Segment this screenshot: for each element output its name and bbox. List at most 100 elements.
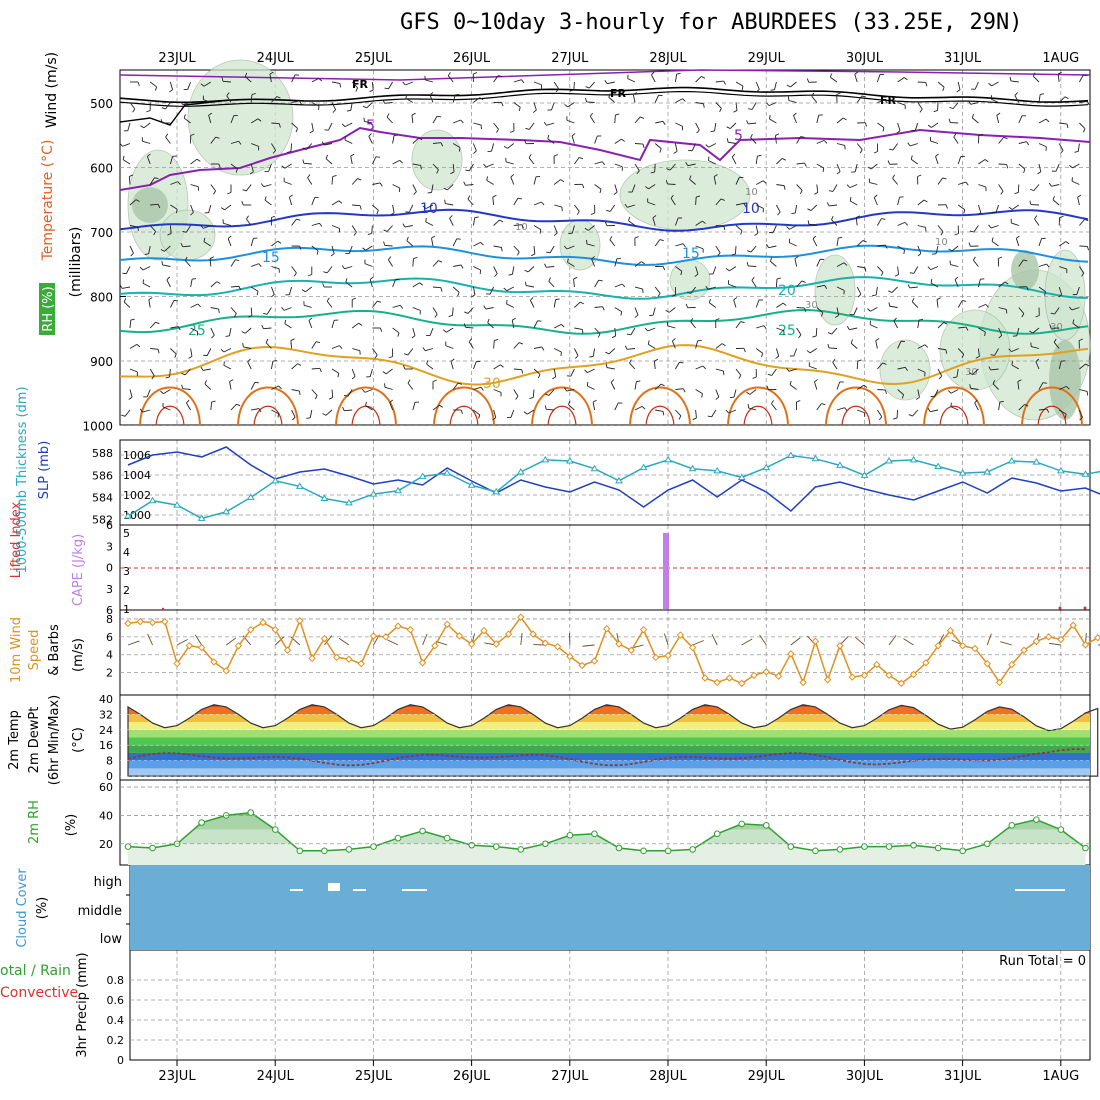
wind-barb bbox=[411, 114, 414, 124]
wind-barb-flag bbox=[857, 293, 862, 298]
wind-barb-flag bbox=[769, 257, 773, 262]
wind-barb-flag bbox=[609, 236, 613, 240]
wind-barb bbox=[816, 163, 824, 169]
temp-band bbox=[120, 695, 1090, 699]
wind-barb-flag bbox=[641, 406, 646, 410]
lifted-tick-label: 3 bbox=[106, 540, 113, 553]
rh2m-series-point bbox=[492, 843, 500, 850]
wind-barb bbox=[184, 368, 191, 376]
wind-barb-flag bbox=[183, 114, 186, 119]
wind-barb-flag bbox=[1078, 338, 1083, 341]
wind10-series-point bbox=[860, 671, 869, 680]
wind-barb bbox=[311, 102, 320, 107]
wind-barb bbox=[587, 385, 595, 390]
wind-barb bbox=[668, 307, 676, 313]
isotherm-label: 5 bbox=[366, 118, 375, 134]
wind-barb bbox=[185, 225, 191, 233]
wind-barb bbox=[897, 221, 906, 226]
wind-barb-flag bbox=[585, 86, 590, 89]
wind-barb-flag bbox=[499, 219, 504, 223]
date-label-top: 28JUL bbox=[649, 51, 687, 66]
wind-barb-flag bbox=[406, 236, 409, 241]
wind-barb bbox=[771, 403, 777, 411]
wind-barb bbox=[190, 204, 194, 213]
wind-barb bbox=[937, 177, 943, 185]
wind-barb bbox=[836, 238, 839, 247]
wind-barb bbox=[511, 266, 515, 275]
wind-barb-flag bbox=[130, 318, 135, 321]
wind-barb-flag bbox=[292, 416, 296, 421]
wind-barb bbox=[250, 307, 253, 316]
wind-barb-flag bbox=[358, 322, 363, 326]
wind-barb-flag bbox=[599, 189, 602, 194]
wind-barb bbox=[917, 225, 926, 228]
wind-barb bbox=[129, 368, 138, 373]
wind10-series-point bbox=[578, 661, 586, 670]
wind-barb bbox=[425, 204, 434, 210]
wind-barb bbox=[811, 95, 818, 103]
wind-barb-flag bbox=[399, 305, 404, 309]
wind-barb-flag bbox=[261, 324, 264, 329]
wind-barb bbox=[715, 225, 724, 227]
wind-barb-flag bbox=[786, 367, 790, 372]
wind-barb bbox=[751, 280, 757, 288]
wind-barb-flag bbox=[203, 237, 206, 242]
wind-barb bbox=[250, 238, 254, 247]
wind-barb bbox=[351, 368, 356, 377]
wind-barb-flag bbox=[284, 319, 287, 324]
wind-barb-flag bbox=[806, 78, 810, 83]
rh-legend-swatch bbox=[39, 283, 55, 335]
wind-barb bbox=[230, 285, 240, 288]
rh-shade-area bbox=[1049, 340, 1081, 420]
wind-barb-flag bbox=[538, 374, 541, 379]
wind-barb bbox=[187, 81, 192, 90]
wind-barb bbox=[291, 74, 296, 83]
thickness-tick-label: 584 bbox=[92, 491, 113, 504]
wind10-series-point bbox=[222, 667, 230, 675]
wind10-series-point bbox=[283, 646, 292, 654]
wind-barb-flag bbox=[137, 81, 140, 86]
wind-barb bbox=[850, 342, 858, 349]
wind-barb bbox=[408, 204, 414, 213]
wind-barb bbox=[776, 204, 781, 213]
wind-barb-flag bbox=[580, 301, 585, 305]
wind-barb-flag bbox=[402, 81, 406, 86]
wind-barb bbox=[567, 102, 575, 108]
wind-barb-flag bbox=[985, 304, 989, 308]
wind-barb bbox=[290, 340, 293, 349]
ylabel-rh: RH (%) bbox=[41, 286, 56, 331]
wind-barb bbox=[412, 307, 421, 311]
wind-barb-flag bbox=[200, 366, 204, 371]
wind-barb bbox=[735, 81, 744, 87]
wind-barb bbox=[165, 102, 171, 110]
wind-barb-flag bbox=[339, 345, 343, 349]
wind-barb bbox=[957, 300, 963, 308]
wind-barb bbox=[162, 264, 171, 267]
wind-barb-flag bbox=[553, 154, 558, 157]
wind-barb bbox=[129, 319, 132, 329]
wind-barb-flag bbox=[948, 118, 951, 123]
wind-barb bbox=[325, 409, 333, 416]
wind-barb-flag bbox=[165, 376, 170, 379]
wind-barb-flag bbox=[177, 326, 181, 331]
wind-barb-flag bbox=[122, 155, 125, 160]
wind-barb-flag bbox=[725, 409, 729, 414]
wind-barb bbox=[877, 122, 885, 128]
wind-barb-flag bbox=[444, 199, 446, 204]
thickness-series-point bbox=[590, 464, 599, 472]
wind-barb bbox=[774, 81, 777, 90]
wind-barb-flag bbox=[642, 143, 645, 149]
wind-barb-flag bbox=[487, 318, 490, 323]
wind-barb-flag bbox=[213, 190, 216, 195]
wind-barb bbox=[973, 259, 979, 267]
ylabel-minmax: (6hr Min/Max) bbox=[47, 695, 62, 785]
wind-barb-flag bbox=[1058, 294, 1062, 298]
wind-barb-flag bbox=[352, 297, 357, 300]
rh2m-series-point bbox=[468, 841, 476, 849]
wind-barb bbox=[190, 327, 198, 333]
wind-barb-flag bbox=[242, 189, 247, 192]
thickness-series-point bbox=[664, 455, 672, 463]
isotherm-35 bbox=[237, 386, 299, 426]
wind-barb bbox=[486, 163, 494, 168]
wind-barb bbox=[311, 122, 314, 131]
